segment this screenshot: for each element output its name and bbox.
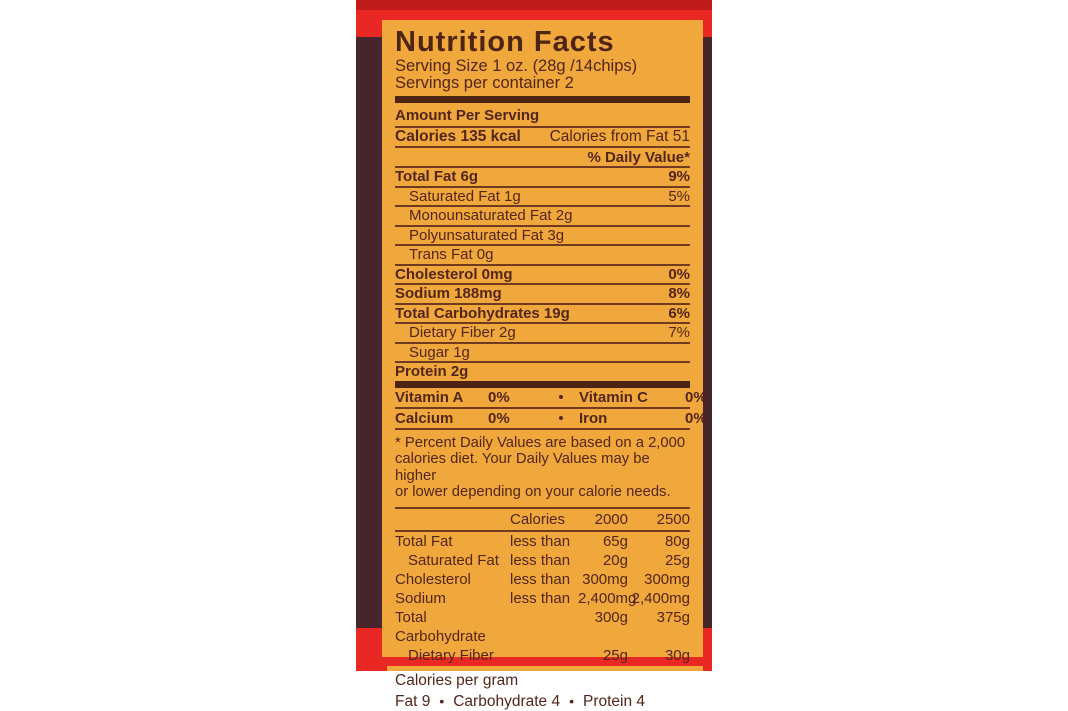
dv-2500: 300mg bbox=[644, 570, 690, 588]
nutrient-label: Sugar 1g bbox=[409, 343, 470, 361]
dv-row-total-carbohydrate: Total Carbohydrate 300g 375g bbox=[395, 608, 690, 646]
nutrient-label: Trans Fat 0g bbox=[409, 246, 494, 263]
bullet-separator: • bbox=[558, 388, 564, 406]
nutrient-label: Monounsaturated Fat 2g bbox=[409, 207, 573, 224]
dv-col-calories: Calories bbox=[510, 510, 566, 528]
calories-row: Calories 135 kcal Calories from Fat 51 bbox=[395, 128, 690, 148]
nutrient-row-saturated-fat: Saturated Fat 1g 5% bbox=[395, 187, 690, 207]
dv-2000: 65g bbox=[602, 532, 628, 550]
nutrient-row-total-fat: Total Fat 6g 9% bbox=[395, 168, 690, 188]
dv-2500: 30g bbox=[664, 646, 690, 664]
iron-label: Iron bbox=[579, 409, 608, 427]
amount-per-serving-header: Amount Per Serving bbox=[395, 103, 690, 128]
dv-col-2000: 2000 bbox=[594, 510, 628, 528]
package-top-edge bbox=[356, 0, 712, 10]
dv-label: Total Fat bbox=[395, 532, 453, 550]
thick-divider-middle bbox=[395, 380, 690, 388]
footnote-line: calories diet. Your Daily Values may be … bbox=[395, 451, 650, 484]
bullet-separator: • bbox=[558, 409, 564, 427]
nutrient-row-sodium: Sodium 188mg 8% bbox=[395, 285, 690, 305]
calories-label: Calories 135 kcal bbox=[395, 128, 521, 145]
nutrient-row-total-carbohydrates: Total Carbohydrates 19g 6% bbox=[395, 304, 690, 324]
dv-2000: 300g bbox=[594, 608, 628, 626]
calories-per-gram-values: Fat 9 • Carbohydrate 4 • Protein 4 bbox=[395, 690, 690, 711]
vitamin-row-a-c: Vitamin A 0% • Vitamin C 0% bbox=[395, 388, 707, 409]
calories-from-fat: Calories from Fat 51 bbox=[549, 128, 690, 145]
dv-table-header: Calories 2000 2500 bbox=[395, 509, 690, 532]
nutrient-value: 6% bbox=[668, 304, 690, 322]
vitamin-a-value: 0% bbox=[488, 388, 510, 406]
dv-row-dietary-fiber: Dietary Fiber 25g 30g bbox=[395, 646, 690, 665]
dv-2000: 20g bbox=[602, 551, 628, 569]
nutrient-row-sugar: Sugar 1g bbox=[395, 343, 690, 363]
vitamin-row-calcium-iron: Calcium 0% • Iron 0% bbox=[395, 409, 707, 430]
nutrient-value: 5% bbox=[668, 187, 690, 205]
nutrient-row-trans-fat: Trans Fat 0g bbox=[395, 246, 690, 266]
dv-qualifier: less than bbox=[510, 532, 571, 550]
cpg-protein: Protein 4 bbox=[582, 692, 646, 710]
cpg-carbohydrate: Carbohydrate 4 bbox=[453, 692, 561, 710]
dv-qualifier bbox=[510, 608, 578, 646]
cpg-fat: Fat 9 bbox=[395, 692, 431, 710]
nutrient-label: Dietary Fiber 2g bbox=[409, 324, 516, 341]
daily-values-table: Calories 2000 2500 Total Fat less than 6… bbox=[395, 509, 690, 665]
nutrient-label: Sodium 188mg bbox=[395, 285, 502, 302]
nutrient-value: 9% bbox=[668, 168, 690, 185]
dv-col-2500: 2500 bbox=[656, 510, 690, 528]
nutrient-row-polyunsaturated-fat: Polyunsaturated Fat 3g bbox=[395, 226, 690, 246]
dv-label: Cholesterol bbox=[395, 570, 471, 588]
nutrient-row-dietary-fiber: Dietary Fiber 2g 7% bbox=[395, 324, 690, 344]
vitamin-c-label: Vitamin C bbox=[579, 388, 648, 406]
dv-row-cholesterol: Cholesterol less than 300mg 300mg bbox=[395, 570, 690, 589]
dv-qualifier: less than bbox=[510, 589, 571, 607]
dv-2500: 375g bbox=[656, 608, 690, 626]
bullet-separator: • bbox=[439, 692, 445, 709]
dv-qualifier: less than bbox=[510, 570, 571, 588]
nutrient-label: Cholesterol 0mg bbox=[395, 265, 513, 283]
iron-value: 0% bbox=[685, 409, 707, 427]
dv-2000: 2,400mg bbox=[578, 589, 637, 607]
dv-2500: 2,400mg bbox=[631, 589, 690, 607]
dv-qualifier: less than bbox=[510, 551, 571, 569]
calcium-label: Calcium bbox=[395, 409, 454, 427]
nutrient-value: 7% bbox=[668, 324, 690, 341]
nutrient-label: Saturated Fat 1g bbox=[409, 187, 521, 205]
dv-2500: 80g bbox=[664, 532, 690, 550]
serving-size: Serving Size 1 oz. (28g /14chips) bbox=[395, 57, 638, 75]
vitamin-a-label: Vitamin A bbox=[395, 388, 464, 406]
dv-2000: 300mg bbox=[582, 570, 628, 588]
nutrient-label: Total Carbohydrates 19g bbox=[395, 304, 570, 322]
dv-2000: 25g bbox=[602, 646, 628, 664]
nutrition-facts-panel: Nutrition Facts Serving Size 1 oz. (28g … bbox=[382, 20, 707, 710]
nutrient-label: Total Fat 6g bbox=[395, 168, 479, 185]
footnote-line: * Percent Daily Values are based on a 2,… bbox=[395, 434, 686, 451]
bullet-separator: • bbox=[569, 692, 574, 709]
dv-label: Saturated Fat bbox=[408, 551, 499, 569]
dv-label: Dietary Fiber bbox=[408, 646, 494, 664]
next-panel-top-edge bbox=[387, 666, 703, 671]
dv-row-saturated-fat: Saturated Fat less than 20g 25g bbox=[395, 551, 690, 570]
nutrient-label: Protein 2g bbox=[395, 363, 469, 380]
nutrition-facts-title: Nutrition Facts bbox=[395, 26, 615, 58]
nutrient-row-monounsaturated-fat: Monounsaturated Fat 2g bbox=[395, 207, 690, 227]
dv-row-sodium: Sodium less than 2,400mg 2,400mg bbox=[395, 589, 690, 608]
dv-2500: 25g bbox=[664, 551, 690, 569]
calcium-value: 0% bbox=[488, 409, 510, 427]
vitamin-c-value: 0% bbox=[685, 388, 707, 406]
dv-row-total-fat: Total Fat less than 65g 80g bbox=[395, 532, 690, 551]
footnote-line: or lower depending on your calorie needs… bbox=[395, 484, 671, 500]
nutrient-value: 0% bbox=[668, 265, 690, 283]
nutrient-label: Polyunsaturated Fat 3g bbox=[409, 226, 565, 244]
daily-value-header: % Daily Value* bbox=[395, 148, 690, 168]
dv-qualifier bbox=[510, 646, 578, 665]
servings-per-container: Servings per container 2 bbox=[395, 74, 574, 92]
product-package: Nutrition Facts Serving Size 1 oz. (28g … bbox=[356, 0, 712, 710]
daily-value-footnote: * Percent Daily Values are based on a 2,… bbox=[395, 430, 690, 509]
nutrient-row-cholesterol: Cholesterol 0mg 0% bbox=[395, 265, 690, 285]
thick-divider-top bbox=[395, 96, 690, 103]
dv-label: Total Carbohydrate bbox=[395, 608, 486, 645]
nutrient-row-protein: Protein 2g bbox=[395, 363, 690, 381]
nutrient-value: 8% bbox=[668, 285, 690, 302]
dv-label: Sodium bbox=[395, 589, 446, 607]
